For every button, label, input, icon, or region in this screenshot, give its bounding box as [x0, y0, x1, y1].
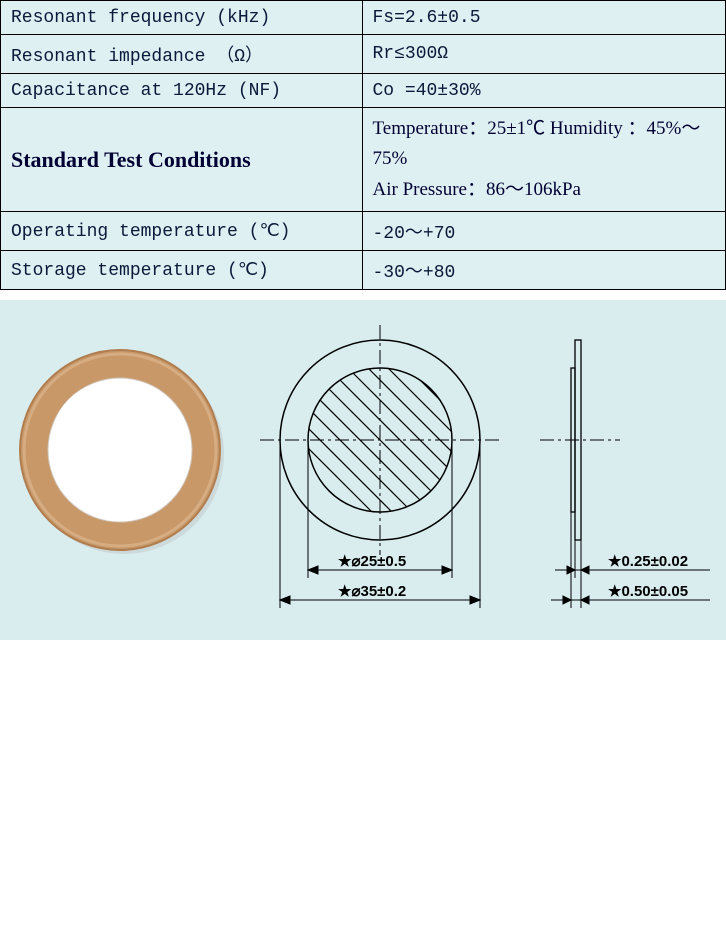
spec-value: Rr≤300Ω: [362, 35, 726, 74]
spec-label: Standard Test Conditions: [1, 108, 363, 212]
table-row: Standard Test ConditionsTemperature：25±1…: [1, 108, 726, 212]
tech-side-view: ★0.25±0.02 ★0.50±0.05: [540, 340, 710, 608]
spec-label: Storage temperature (℃): [1, 251, 363, 290]
spec-value: Co =40±30%: [362, 74, 726, 108]
spec-label: Resonant impedance （Ω）: [1, 35, 363, 74]
spec-label: Operating temperature (℃): [1, 212, 363, 251]
dim-inner-label: ★⌀25±0.5: [338, 553, 406, 570]
spec-label: Resonant frequency (kHz): [1, 1, 363, 35]
dim-thin-label: ★0.25±0.02: [608, 553, 688, 570]
dim-outer-label: ★⌀35±0.2: [338, 583, 406, 600]
tech-front-view: ★⌀25±0.5 ★⌀35±0.2: [260, 325, 500, 608]
table-row: Capacitance at 120Hz (NF)Co =40±30%: [1, 74, 726, 108]
spec-label: Capacitance at 120Hz (NF): [1, 74, 363, 108]
hatch-lines: [280, 340, 500, 560]
spec-value: Temperature：25±1℃ Humidity ：45%～75%Air P…: [362, 108, 726, 212]
table-row: Resonant impedance （Ω）Rr≤300Ω: [1, 35, 726, 74]
photo-disc: [20, 350, 224, 554]
diagram-area: ★⌀25±0.5 ★⌀35±0.2: [0, 300, 726, 640]
table-row: Resonant frequency (kHz)Fs=2.6±0.5: [1, 1, 726, 35]
spec-value: Fs=2.6±0.5: [362, 1, 726, 35]
dim-thick-label: ★0.50±0.05: [608, 583, 688, 600]
table-row: Storage temperature (℃)-30～+80: [1, 251, 726, 290]
diagram-svg: ★⌀25±0.5 ★⌀35±0.2: [0, 300, 726, 640]
spec-value: -30～+80: [362, 251, 726, 290]
table-row: Operating temperature (℃)-20～+70: [1, 212, 726, 251]
spec-table-body: Resonant frequency (kHz)Fs=2.6±0.5Resona…: [1, 1, 726, 290]
bottom-whitespace: [0, 640, 726, 950]
spec-value: -20～+70: [362, 212, 726, 251]
centerlines: [260, 325, 500, 555]
spec-table: Resonant frequency (kHz)Fs=2.6±0.5Resona…: [0, 0, 726, 290]
